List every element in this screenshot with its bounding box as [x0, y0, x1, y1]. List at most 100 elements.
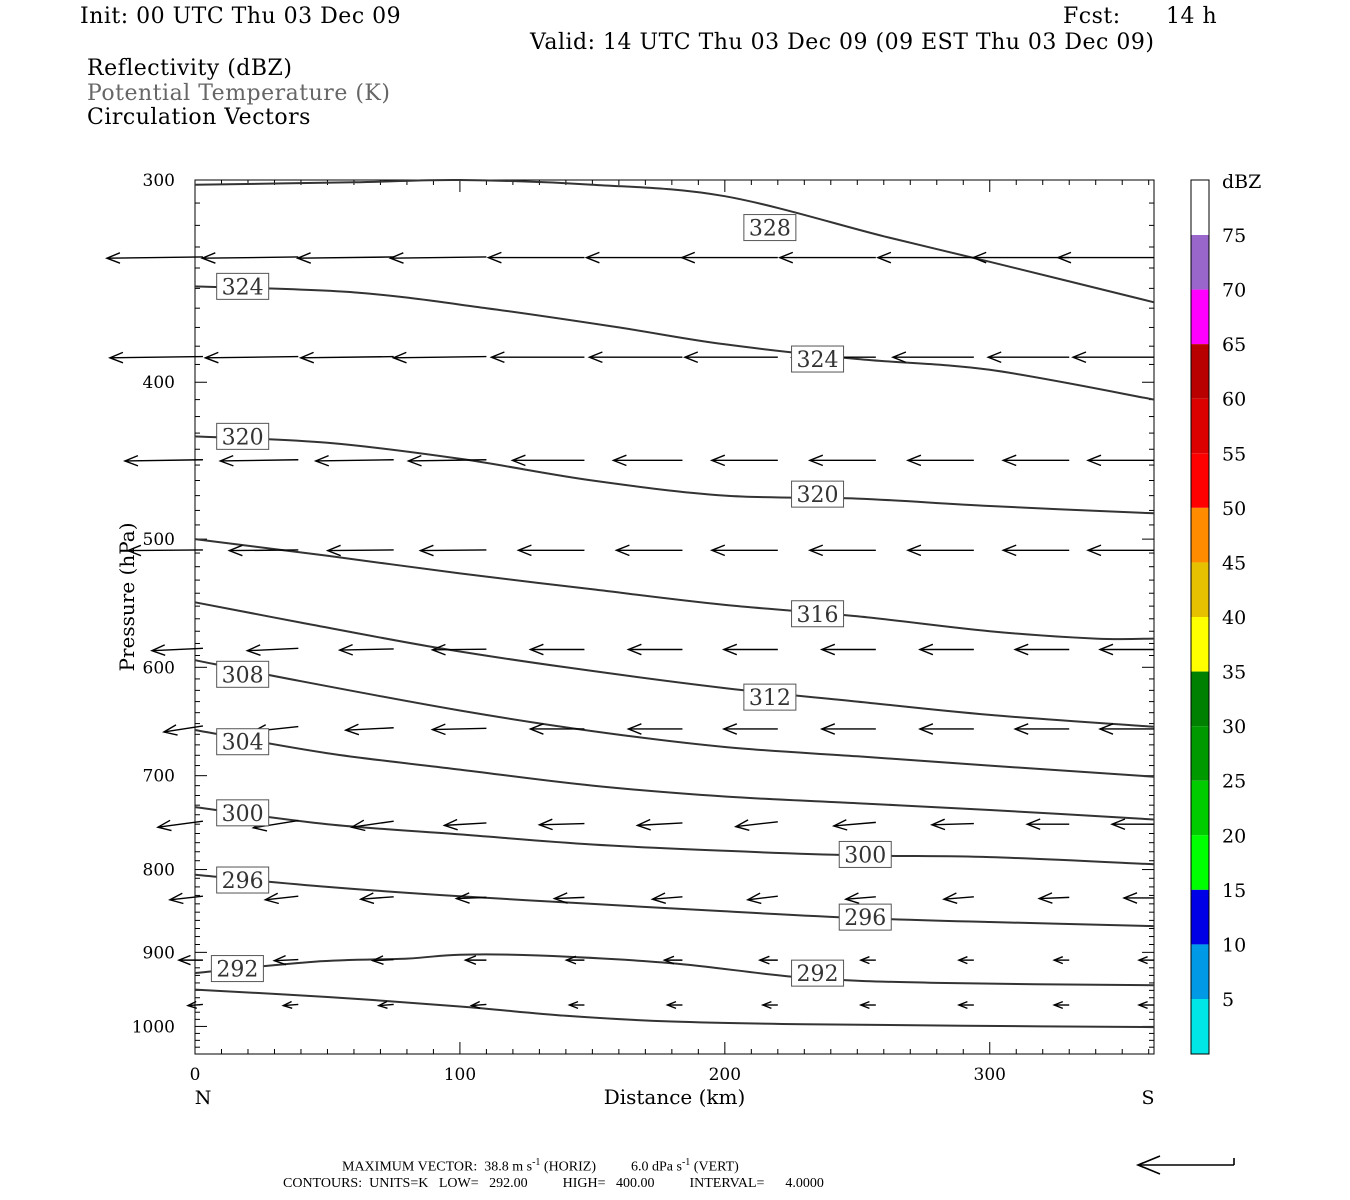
wind-vector	[463, 955, 487, 965]
vector-head	[971, 251, 987, 264]
wind-vector	[1137, 956, 1154, 965]
colorbar-band	[1191, 453, 1209, 508]
colorbar-band	[1191, 944, 1209, 999]
vector-head	[1137, 956, 1148, 965]
vector-shaft	[351, 820, 394, 828]
vector-shaft	[247, 647, 299, 652]
wind-vector	[819, 723, 876, 735]
vector-head	[843, 892, 860, 904]
wind-vector	[430, 643, 487, 656]
reference-vector-head	[1135, 1155, 1161, 1175]
wind-vector	[430, 723, 487, 736]
vector-head	[418, 544, 434, 557]
colorbar-band	[1191, 617, 1209, 672]
wind-vector	[272, 954, 299, 966]
wind-vector	[721, 643, 778, 656]
contour-label-box	[791, 959, 845, 987]
vector-head	[733, 819, 750, 831]
wind-vector	[1098, 723, 1154, 735]
vector-head	[709, 544, 726, 557]
vector-shaft	[393, 355, 487, 359]
wind-vector	[635, 818, 683, 831]
contour-label: 312	[749, 686, 791, 711]
colorbar-level-label: 35	[1222, 662, 1246, 684]
vector-shaft	[845, 896, 876, 900]
wind-vector	[905, 454, 974, 467]
colorbar-band	[1191, 180, 1209, 235]
vector-head	[679, 251, 696, 264]
vector-head	[126, 544, 142, 557]
vector-head	[168, 892, 184, 905]
max-vector-mid: (HORIZ) 6.0 dPa s	[543, 1159, 682, 1175]
wind-vector	[971, 251, 1070, 264]
unit-exponent-vert: -1	[681, 1157, 691, 1168]
wind-vector	[721, 723, 778, 735]
vector-head	[150, 644, 166, 656]
wind-vector	[564, 955, 585, 965]
vector-head	[552, 892, 568, 904]
wind-vector	[1013, 643, 1070, 656]
vector-shaft	[456, 896, 487, 900]
vector-shaft	[202, 256, 299, 259]
wind-vector	[733, 819, 778, 831]
vector-head	[819, 643, 836, 656]
forecast-hours: 14 h	[1166, 4, 1218, 29]
contour-label-box	[838, 840, 892, 868]
wind-vector	[295, 252, 394, 264]
wind-vector	[876, 251, 974, 264]
vector-shaft	[163, 725, 204, 733]
colorbar-band	[1191, 562, 1209, 617]
wind-vector	[682, 351, 778, 364]
colorbar-band	[1191, 726, 1209, 781]
vector-head	[665, 1000, 677, 1010]
forecast-label: Fcst:	[1063, 4, 1121, 29]
vector-head	[463, 955, 477, 965]
contour-label-box	[216, 799, 270, 827]
wind-vector	[358, 892, 394, 905]
wind-vector	[662, 955, 683, 965]
vector-head	[430, 643, 446, 656]
colorbar-level-label: 45	[1222, 552, 1246, 574]
wind-vector	[1001, 454, 1070, 467]
wind-vector	[918, 723, 974, 735]
contour-296	[194, 873, 1155, 928]
field-circulation-vectors: Circulation Vectors	[87, 105, 311, 130]
wind-vector	[584, 251, 683, 264]
vector-head	[777, 251, 794, 264]
vector-head	[986, 351, 1002, 364]
colorbar-band	[1191, 780, 1209, 836]
vector-head	[807, 454, 824, 467]
vector-shaft	[315, 459, 394, 462]
vector-head	[245, 644, 261, 656]
wind-vector	[528, 723, 585, 735]
vector-shaft	[253, 819, 299, 829]
vector-shaft	[420, 549, 487, 552]
vector-head	[510, 454, 526, 467]
wind-vector	[942, 892, 974, 904]
vector-shaft	[833, 821, 876, 827]
colorbar-level-label: 50	[1222, 498, 1246, 520]
colorbar-band	[1191, 235, 1209, 290]
contour-304	[194, 729, 1155, 821]
contour-328	[194, 178, 1155, 304]
wind-vector	[1001, 544, 1070, 557]
vector-head	[858, 1000, 870, 1010]
vector-head	[942, 892, 958, 904]
max-vector-end: (VERT)	[693, 1159, 739, 1175]
vector-head	[1013, 643, 1029, 656]
vector-head	[819, 723, 836, 735]
wind-vector	[168, 892, 204, 905]
wind-vector	[1025, 818, 1070, 831]
wind-vector	[516, 544, 585, 557]
vector-head	[1071, 351, 1087, 364]
contour-label: 308	[222, 663, 264, 688]
vector-head	[325, 544, 341, 557]
contour-label: 296	[844, 906, 886, 931]
plot-frame	[194, 179, 1155, 1055]
colorbar-frame	[1190, 179, 1210, 1055]
x-tick-label: 200	[709, 1065, 741, 1085]
vector-head	[186, 1000, 198, 1009]
vector-shaft	[931, 822, 974, 826]
vector-head	[918, 643, 934, 656]
wind-vector	[679, 251, 778, 264]
